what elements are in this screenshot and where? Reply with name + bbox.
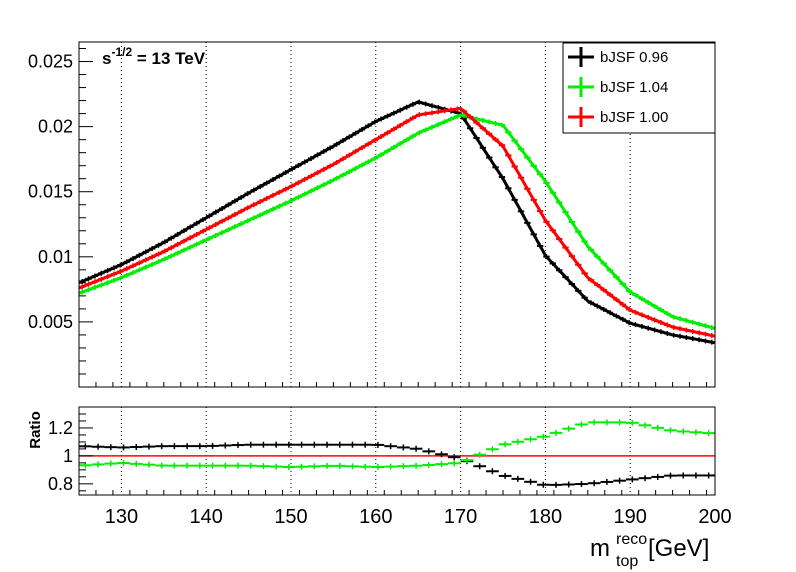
x-tick-label: 170 bbox=[444, 506, 477, 528]
y-tick-label: 0.01 bbox=[38, 247, 73, 267]
x-tick-label: 150 bbox=[274, 506, 307, 528]
ratio-y-ticks: 0.8 1 1.2 bbox=[48, 413, 93, 494]
x-tick-label: 160 bbox=[359, 506, 392, 528]
ratio-y-tick-label: 0.8 bbox=[48, 474, 73, 494]
x-axis-title: m reco top [GeV] bbox=[590, 531, 709, 570]
x-tick-label: 130 bbox=[105, 506, 138, 528]
x-tick-label: 190 bbox=[614, 506, 647, 528]
legend: bJSF 0.96 bJSF 1.04 bJSF 1.00 bbox=[562, 42, 716, 134]
main-grid bbox=[120, 42, 631, 387]
x-tick-label: 180 bbox=[529, 506, 562, 528]
ratio-y-axis-title: Ratio bbox=[27, 411, 44, 449]
ratio-plot-frame bbox=[78, 406, 716, 496]
legend-entry-bjsf-100: bJSF 1.00 bbox=[568, 107, 668, 127]
legend-label-bjsf-104: bJSF 1.04 bbox=[600, 79, 668, 96]
main-y-ticks: 0.005 0.01 0.015 0.02 0.025 bbox=[28, 48, 93, 375]
ratio-y-tick-label: 1.2 bbox=[48, 418, 73, 438]
legend-label-bjsf-100: bJSF 1.00 bbox=[600, 109, 668, 126]
ratio-grid bbox=[120, 407, 631, 495]
main-x-ticks bbox=[78, 382, 708, 387]
y-tick-label: 0.02 bbox=[38, 117, 73, 137]
y-tick-label: 0.015 bbox=[28, 182, 73, 202]
ratio-panel: 130 140 150 160 170 180 190 200 0.8 1 1.2 Ratio m… bbox=[27, 406, 732, 570]
main-series-group bbox=[78, 99, 716, 345]
x-tick-label: 200 bbox=[698, 506, 731, 528]
main-panel: 0.005 0.01 0.015 0.02 0.025 s-1/2 = 13 TeV b… bbox=[28, 41, 716, 388]
energy-annotation: s-1/2 = 13 TeV bbox=[102, 45, 206, 68]
legend-entry-bjsf-096: bJSF 0.96 bbox=[568, 47, 668, 67]
y-tick-label: 0.005 bbox=[28, 312, 73, 332]
ratio-series-group bbox=[79, 419, 715, 488]
main-plot-frame bbox=[78, 41, 716, 388]
legend-label-bjsf-096: bJSF 0.96 bbox=[600, 49, 668, 66]
ratio-x-ticks: 130 140 150 160 170 180 190 200 bbox=[78, 490, 732, 528]
ratio-y-tick-label: 1 bbox=[63, 446, 73, 466]
y-tick-label: 0.025 bbox=[28, 52, 73, 72]
legend-entry-bjsf-104: bJSF 1.04 bbox=[568, 77, 668, 97]
x-tick-label: 140 bbox=[190, 506, 223, 528]
